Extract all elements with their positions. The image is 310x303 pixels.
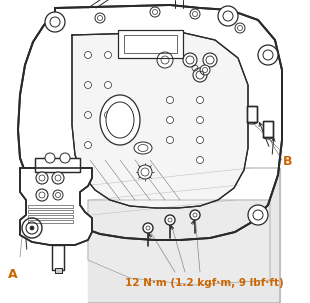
Circle shape bbox=[190, 210, 200, 220]
Circle shape bbox=[45, 153, 55, 163]
Circle shape bbox=[85, 52, 91, 58]
Circle shape bbox=[165, 215, 175, 225]
Circle shape bbox=[36, 189, 48, 201]
Circle shape bbox=[197, 136, 203, 144]
Bar bbox=[28, 215, 73, 218]
Circle shape bbox=[52, 172, 64, 184]
Circle shape bbox=[30, 226, 34, 230]
Bar bbox=[118, 30, 183, 58]
Bar bbox=[247, 106, 257, 122]
Circle shape bbox=[104, 52, 112, 58]
Circle shape bbox=[60, 153, 70, 163]
Circle shape bbox=[197, 157, 203, 164]
Polygon shape bbox=[20, 168, 92, 245]
Circle shape bbox=[45, 12, 65, 32]
Circle shape bbox=[190, 9, 200, 19]
Polygon shape bbox=[18, 5, 282, 240]
Bar bbox=[35, 158, 80, 172]
Bar bbox=[28, 220, 73, 223]
Circle shape bbox=[22, 218, 42, 238]
Circle shape bbox=[85, 142, 91, 148]
Circle shape bbox=[166, 96, 174, 104]
Circle shape bbox=[235, 23, 245, 33]
Bar bbox=[52, 245, 64, 270]
Bar bbox=[263, 121, 273, 137]
Circle shape bbox=[157, 52, 173, 68]
Circle shape bbox=[200, 65, 210, 75]
Text: A: A bbox=[8, 268, 18, 281]
Circle shape bbox=[183, 53, 197, 67]
Circle shape bbox=[104, 82, 112, 88]
Polygon shape bbox=[72, 32, 248, 208]
Bar bbox=[263, 121, 273, 137]
Circle shape bbox=[197, 116, 203, 124]
Ellipse shape bbox=[134, 142, 152, 154]
Bar bbox=[118, 30, 183, 58]
Bar bbox=[247, 106, 257, 122]
Circle shape bbox=[248, 205, 268, 225]
Circle shape bbox=[53, 190, 63, 200]
Circle shape bbox=[95, 13, 105, 23]
Circle shape bbox=[203, 53, 217, 67]
Circle shape bbox=[138, 165, 152, 179]
Bar bbox=[35, 158, 80, 172]
Circle shape bbox=[193, 68, 207, 82]
Circle shape bbox=[197, 96, 203, 104]
Circle shape bbox=[150, 7, 160, 17]
Text: B: B bbox=[283, 155, 293, 168]
Circle shape bbox=[166, 116, 174, 124]
Bar bbox=[52, 245, 64, 270]
Circle shape bbox=[85, 112, 91, 118]
Circle shape bbox=[104, 112, 112, 118]
Bar bbox=[28, 210, 73, 213]
Bar bbox=[55, 268, 62, 273]
Ellipse shape bbox=[100, 95, 140, 145]
Circle shape bbox=[218, 6, 238, 26]
Ellipse shape bbox=[106, 102, 134, 138]
Bar bbox=[124, 35, 177, 53]
Bar bbox=[55, 268, 62, 273]
Polygon shape bbox=[88, 200, 270, 285]
Ellipse shape bbox=[138, 145, 148, 152]
Circle shape bbox=[36, 172, 48, 184]
Circle shape bbox=[258, 45, 278, 65]
Circle shape bbox=[166, 136, 174, 144]
Text: 12 N·m (1.2 kgf·m, 9 lbf·ft): 12 N·m (1.2 kgf·m, 9 lbf·ft) bbox=[125, 278, 284, 288]
Circle shape bbox=[143, 223, 153, 233]
Bar bbox=[28, 205, 73, 208]
Circle shape bbox=[85, 82, 91, 88]
Polygon shape bbox=[88, 168, 280, 303]
Circle shape bbox=[45, 198, 65, 218]
